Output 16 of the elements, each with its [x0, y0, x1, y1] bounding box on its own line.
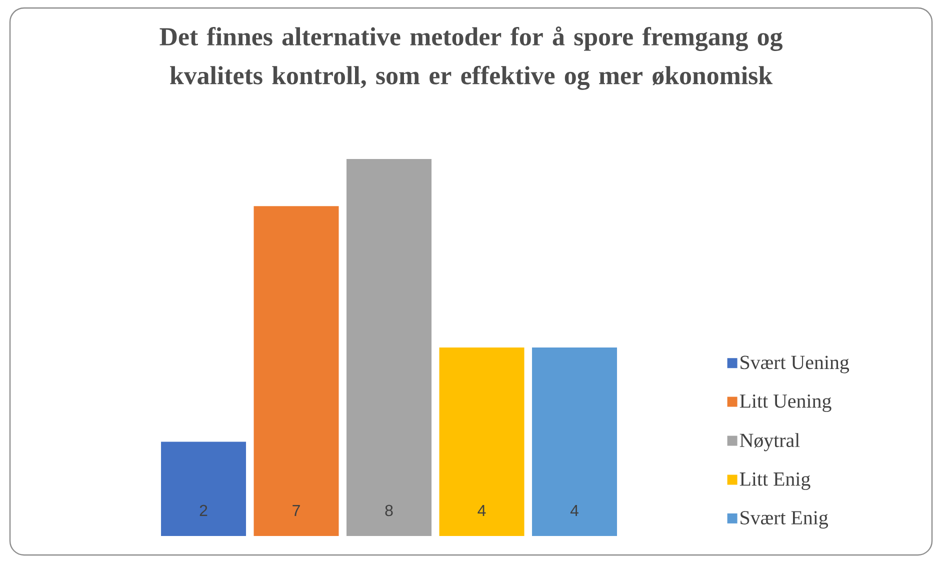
legend-label: Litt Enig: [740, 472, 810, 490]
bar: [532, 347, 618, 536]
bar: [161, 442, 246, 536]
bar: [439, 347, 524, 536]
bar: [254, 206, 339, 536]
data-label: 4: [478, 505, 486, 516]
data-label: 2: [200, 504, 208, 516]
legend-label: Svært Uening: [740, 356, 850, 374]
data-label: 4: [570, 505, 578, 516]
data-label: 8: [385, 504, 393, 516]
bar: [346, 158, 432, 536]
legend-label: Svært Enig: [740, 511, 828, 529]
chart-title: Det finnes alternative metoder for å spore fremgang og kvalitets kontroll, som er effektive og mer økonomisk: [160, 26, 782, 90]
data-label: 7: [292, 505, 300, 516]
legend-label: Nøytral: [740, 433, 800, 452]
legend-label: Litt Uening: [740, 394, 832, 412]
